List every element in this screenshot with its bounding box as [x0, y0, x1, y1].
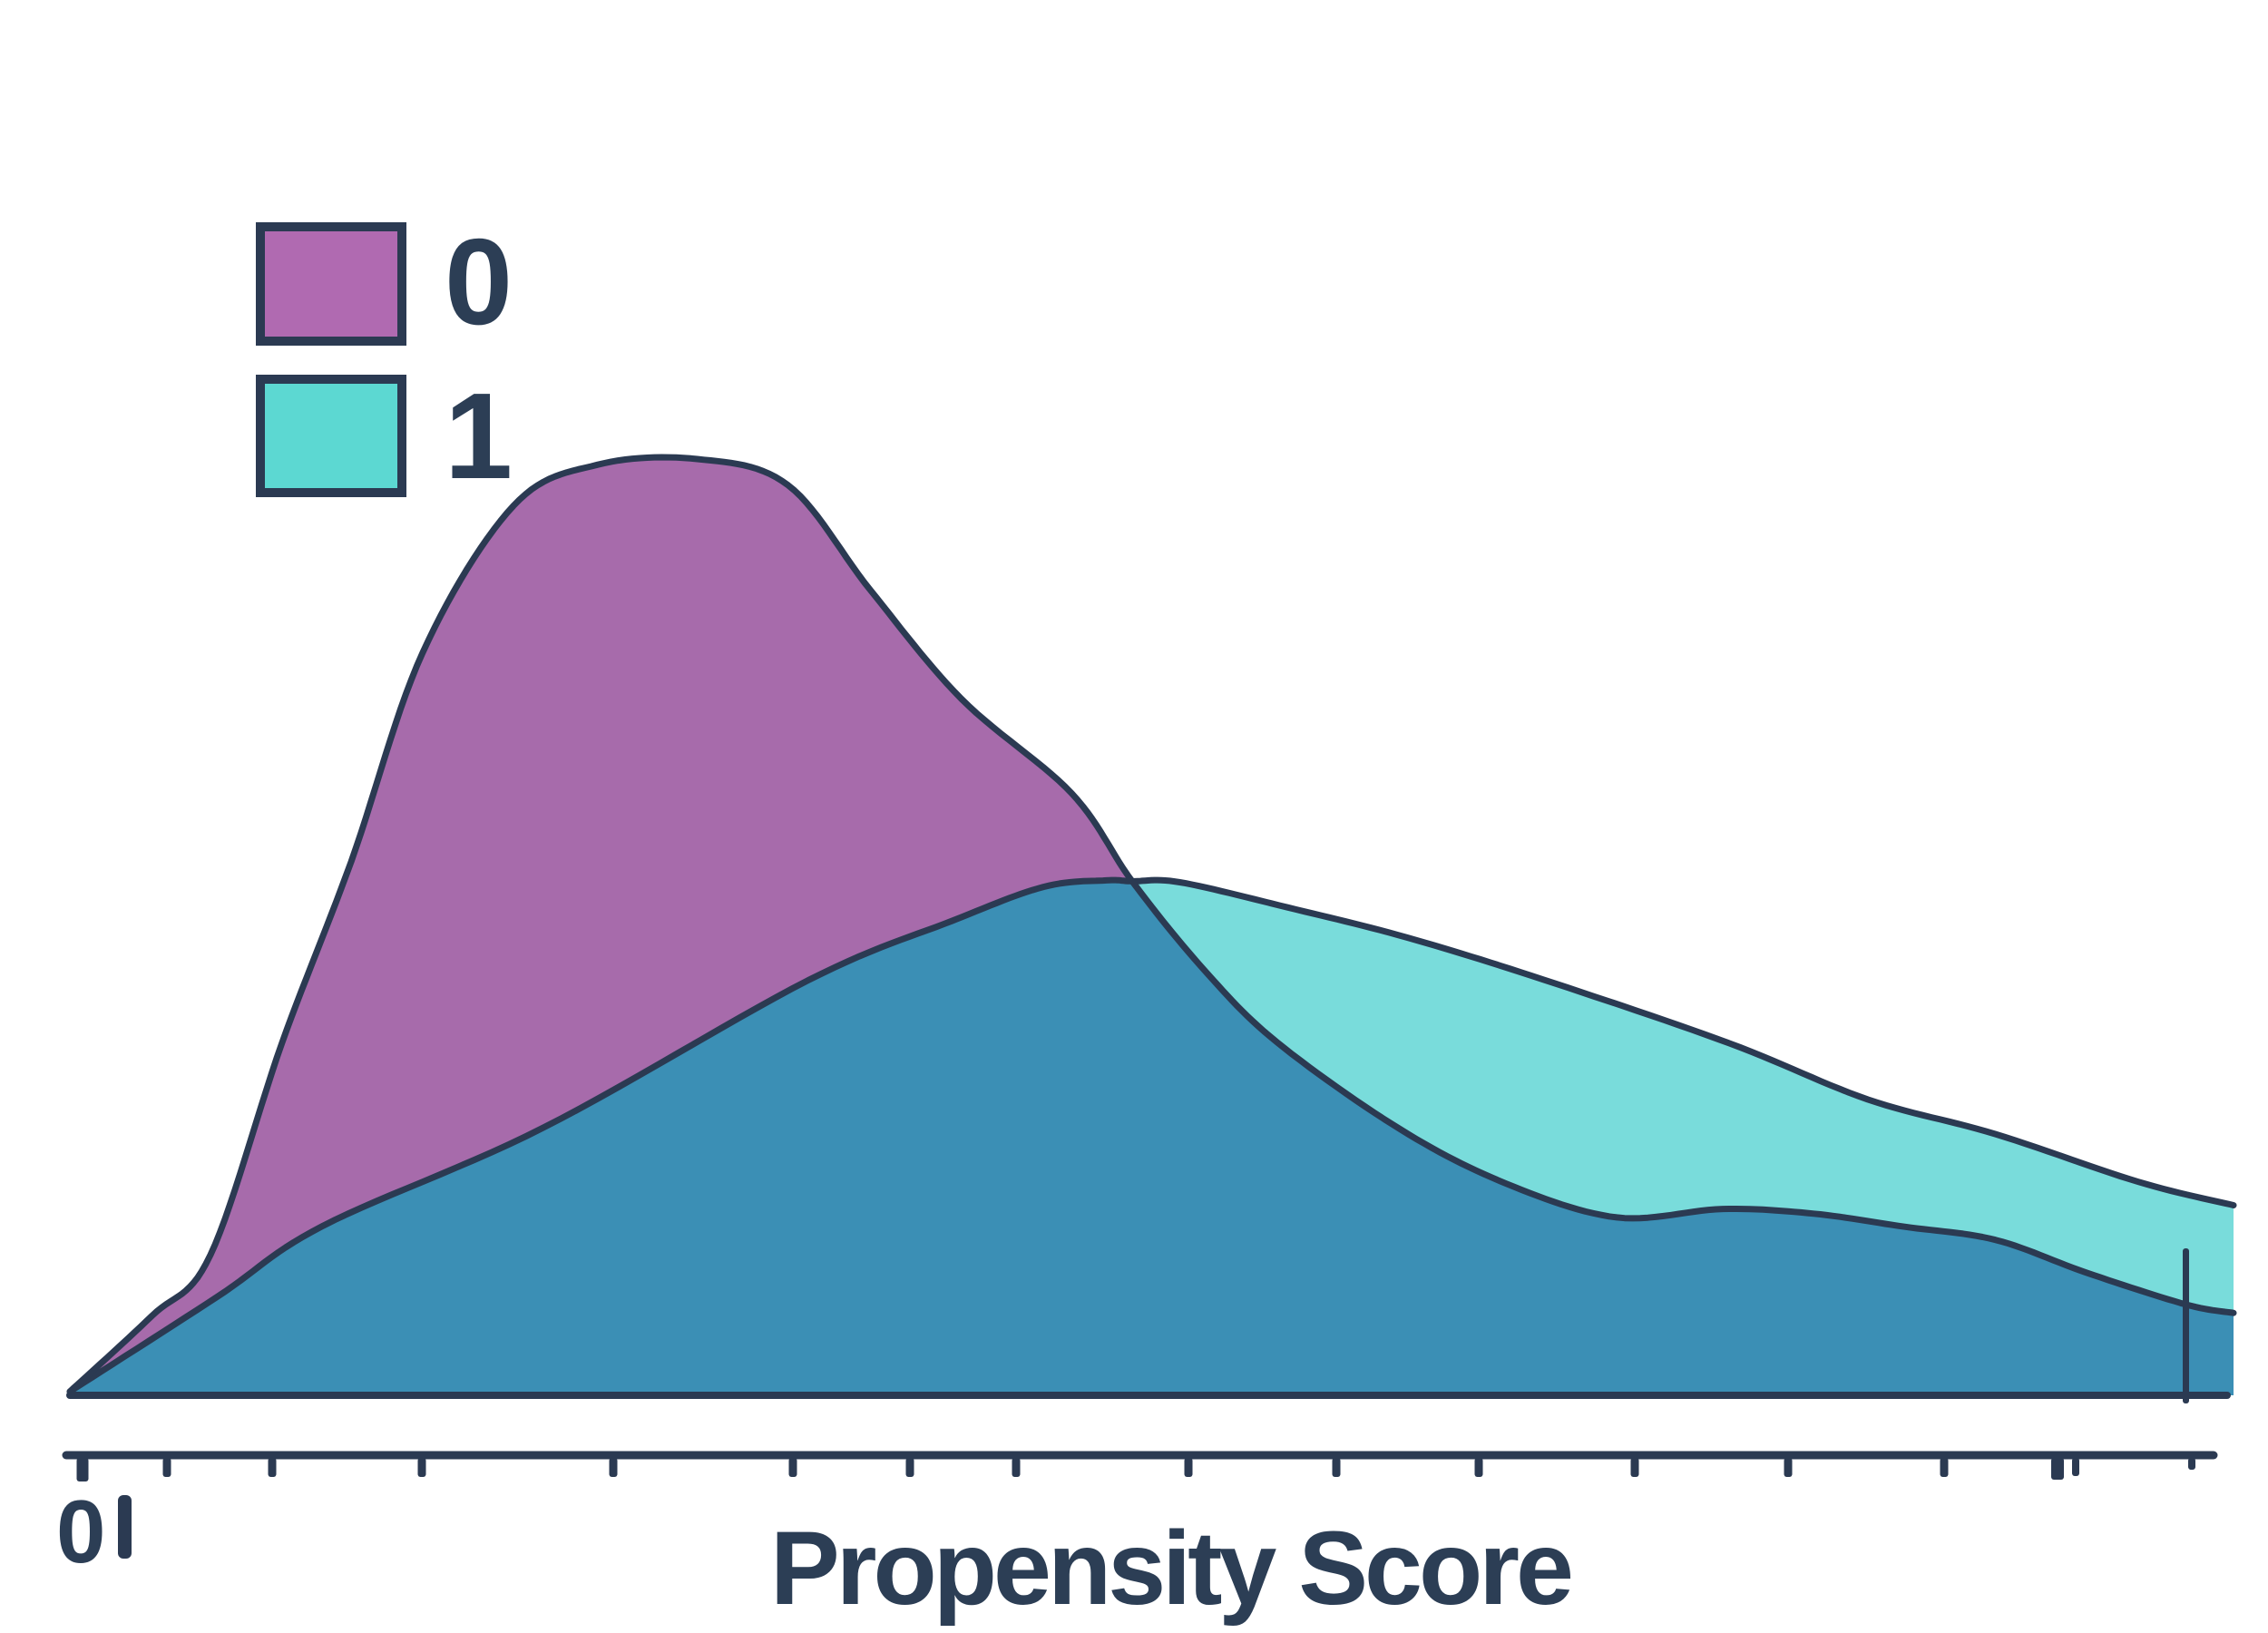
axis-rug-mark	[118, 1495, 132, 1559]
group-1-density-area	[1132, 880, 2234, 1314]
x-tick	[2188, 1458, 2195, 1470]
x-tick	[76, 1458, 89, 1481]
x-tick	[162, 1458, 171, 1477]
plot-area	[66, 454, 2237, 1403]
overlap-density-area	[70, 880, 2234, 1395]
x-tick	[609, 1458, 618, 1477]
x-tick	[417, 1458, 426, 1477]
x-tick	[1184, 1458, 1193, 1477]
x-tick	[1332, 1458, 1341, 1477]
x-tick	[905, 1458, 914, 1477]
x-axis-ticks	[76, 1458, 2195, 1481]
legend-swatch-group-1	[256, 375, 406, 497]
x-tick	[788, 1458, 797, 1477]
legend-label-group-0: 0	[445, 213, 513, 350]
x-tick	[268, 1458, 277, 1477]
group-1-density-outline	[66, 876, 2237, 1395]
right-marker-line	[2183, 1248, 2189, 1403]
group-0-density-area	[70, 457, 1132, 1392]
legend: 0 1	[256, 213, 513, 504]
x-tick	[2051, 1458, 2064, 1480]
x-tick	[1012, 1458, 1021, 1477]
x-tick	[2072, 1458, 2079, 1476]
x-tick	[1474, 1458, 1483, 1477]
legend-label-group-1: 1	[445, 367, 513, 504]
x-tick	[1630, 1458, 1639, 1477]
x-tick	[1784, 1458, 1793, 1477]
group-0-density-outline	[66, 454, 2237, 1395]
legend-swatch-group-0	[256, 222, 406, 346]
x-axis-title: Propensity Score	[770, 1511, 1571, 1627]
x-tick-label-zero: 0	[56, 1481, 106, 1581]
x-tick	[1940, 1458, 1949, 1477]
x-axis: 0 Propensity Score	[56, 1451, 2218, 1627]
